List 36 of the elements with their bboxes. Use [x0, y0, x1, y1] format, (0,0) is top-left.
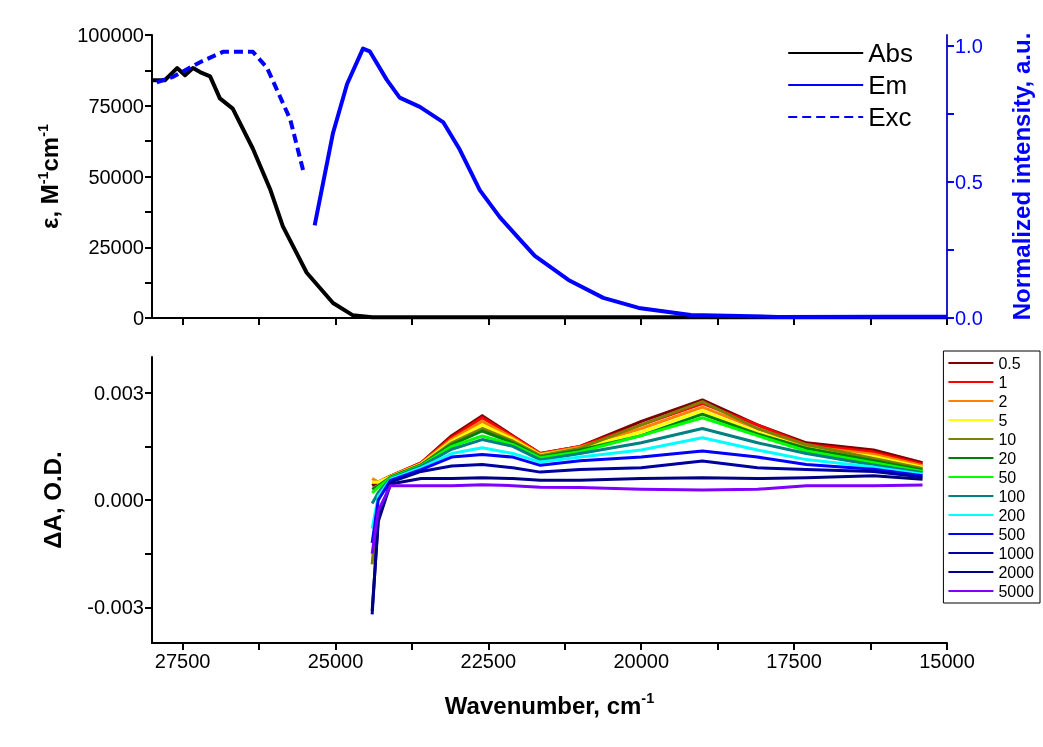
y-axis-title: ε, M-1cm-1	[34, 124, 64, 229]
legend-label: 100	[998, 487, 1026, 505]
y-tick-label: 0	[132, 307, 144, 329]
y-axis-title: ΔA, O.D.	[38, 451, 66, 549]
legend-label: 5	[998, 411, 1008, 429]
y-tick-label: -0.003	[87, 596, 144, 619]
y-tick-label: 0.003	[93, 381, 144, 404]
legend-label: 5000	[998, 582, 1035, 600]
y2-tick-label: 1.0	[955, 34, 983, 57]
legend-label: Em	[868, 70, 908, 100]
legend-label: 1000	[998, 544, 1035, 562]
legend-label: Abs	[868, 38, 914, 68]
x-tick-label: 25000	[307, 650, 364, 672]
legend-label: 10	[998, 430, 1017, 448]
x-tick-label: 27500	[154, 650, 211, 672]
y-tick-label: 25000	[88, 236, 144, 259]
y-tick-label: 50000	[88, 165, 144, 188]
y-tick-label: 100000	[77, 24, 144, 46]
y2-axis-title: Normalized intensity, a.u.	[1007, 32, 1035, 321]
legend-label: 0.5	[998, 354, 1021, 372]
legend-label: 20	[998, 449, 1017, 467]
legend-label: 2	[998, 392, 1008, 410]
x-tick-label: 22500	[460, 650, 517, 672]
y-tick-label: 75000	[88, 94, 144, 117]
legend-label: Exc	[868, 102, 912, 132]
legend-label: 200	[998, 506, 1026, 524]
y2-tick-label: 0.0	[955, 307, 983, 329]
legend-label: 1	[998, 373, 1008, 391]
y2-tick-label: 0.5	[955, 170, 983, 193]
x-tick-label: 15000	[919, 650, 975, 672]
x-tick-label: 17500	[766, 650, 822, 672]
legend-label: 500	[998, 525, 1026, 543]
legend-label: 50	[998, 468, 1017, 486]
legend-label: 2000	[998, 563, 1035, 581]
y-tick-label: 0.000	[93, 489, 144, 511]
x-tick-label: 20000	[613, 650, 670, 672]
